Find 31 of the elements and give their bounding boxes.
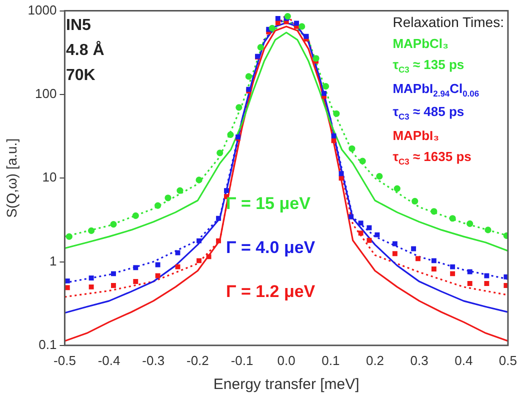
x-tick-label: 0.1 (322, 352, 340, 368)
annotation: 70K (66, 67, 96, 84)
annotation: Γ = 1.2 μeV (226, 282, 316, 301)
text: MAPbI₃ (392, 128, 440, 143)
annotation: 4.8 Å (66, 42, 104, 59)
annotation: τ$_{C3}$ ≈ 135 ps (392, 57, 466, 75)
x-axis-title: Energy transfer [meV] (213, 376, 360, 394)
annotation: Γ = 15 μeV (226, 194, 310, 213)
x-tick-label: -0.3 (142, 352, 165, 368)
x-tick-label: -0.1 (230, 352, 254, 368)
annotation: τ$_{C3}$ ≈ 1635 ps (392, 148, 472, 166)
y-axis-title: S(Q,ω) [a.u.] (3, 138, 20, 218)
x-tick-label: -0.5 (54, 352, 76, 368)
y-tick-label: 10 (42, 170, 57, 185)
x-tick-label: 0.0 (277, 352, 296, 368)
y-tick-label: 100 (35, 86, 57, 102)
x-tick-label: 0.5 (498, 352, 518, 368)
x-tick-label: 0.2 (366, 352, 384, 368)
annotation: τ$_{C3}$ ≈ 485 ps (392, 104, 466, 122)
x-tick-label: 0.3 (410, 352, 428, 368)
x-tick-label: -0.4 (98, 352, 120, 368)
y-tick-label: 1 (49, 253, 57, 268)
text: MAPbCl₃ (392, 36, 450, 51)
text: MAPbI$_{2.94}$Cl$_{0.06}$ (392, 80, 480, 98)
y-tick-label: 1000 (28, 2, 57, 18)
x-tick-label: -0.2 (186, 352, 209, 368)
annotation: IN5 (66, 17, 91, 34)
x-tick-label: 0.4 (454, 352, 473, 368)
annotation: Γ = 4.0 μeV (226, 238, 316, 257)
legend-title: Relaxation Times: (392, 14, 504, 30)
y-tick-label: 0.1 (38, 336, 57, 352)
